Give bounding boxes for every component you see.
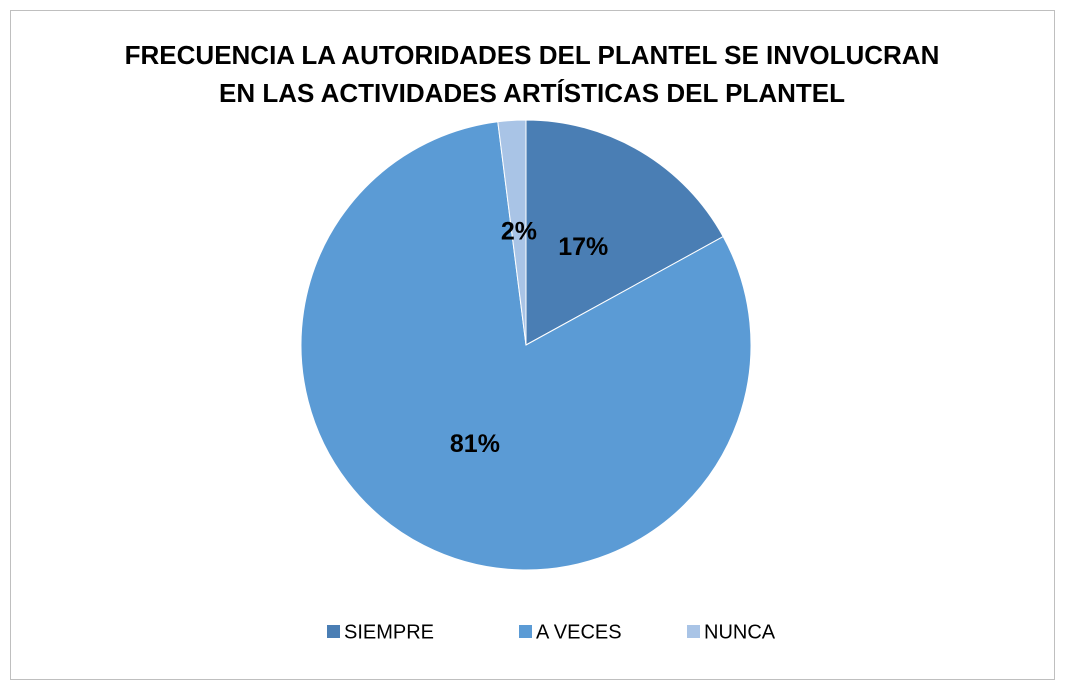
data-label: 17%	[558, 233, 608, 261]
legend-swatch	[519, 625, 532, 638]
chart-title: EN LAS ACTIVIDADES ARTÍSTICAS DEL PLANTE…	[219, 78, 845, 108]
legend-label: A VECES	[536, 621, 622, 643]
pie-slice	[300, 121, 752, 571]
chart-title: FRECUENCIA LA AUTORIDADES DEL PLANTEL SE…	[125, 40, 940, 70]
legend-swatch	[687, 625, 700, 638]
data-label: 2%	[501, 217, 537, 245]
pie-slice	[525, 119, 724, 346]
legend-label: SIEMPRE	[344, 621, 434, 643]
data-label: 81%	[450, 430, 500, 458]
pie-slice	[497, 119, 527, 346]
legend-swatch	[327, 625, 340, 638]
legend-label: NUNCA	[704, 621, 776, 643]
